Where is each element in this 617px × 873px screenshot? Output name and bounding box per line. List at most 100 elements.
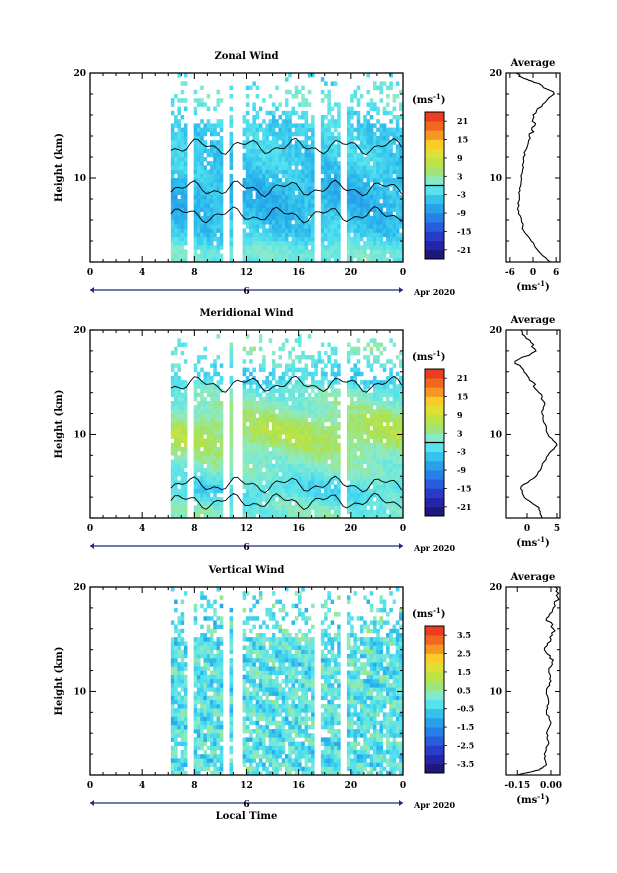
heatmap-cell — [177, 157, 181, 162]
heatmap-cell — [180, 501, 185, 506]
heatmap-cell — [200, 509, 204, 515]
heatmap-cell — [317, 392, 322, 398]
heatmap-cell — [174, 459, 178, 464]
heatmap-cell — [265, 140, 269, 145]
heatmap-cell — [242, 484, 247, 490]
heatmap-cell — [183, 591, 188, 596]
heatmap-cell — [350, 480, 354, 485]
heatmap-cell — [249, 459, 253, 464]
heatmap-cell — [203, 645, 208, 650]
heatmap-cell — [350, 401, 354, 406]
heatmap-cell — [180, 509, 185, 515]
heatmap-cell — [219, 152, 224, 158]
heatmap-cell — [333, 232, 338, 238]
heatmap-cell — [275, 484, 279, 490]
heatmap-cell — [206, 476, 211, 481]
heatmap-cell — [252, 405, 256, 410]
heatmap-cell — [258, 413, 263, 419]
heatmap-cell — [265, 186, 269, 191]
heatmap-cell — [170, 708, 175, 713]
heatmap-cell — [379, 186, 384, 191]
heatmap-cell — [304, 173, 309, 179]
heatmap-cell — [245, 388, 250, 393]
heatmap-cell — [275, 220, 279, 225]
heatmap-cell — [265, 430, 269, 435]
heatmap-cell — [307, 501, 312, 506]
heatmap-cell — [206, 426, 211, 431]
heatmap-cell — [265, 215, 269, 221]
y-ticks — [90, 329, 403, 519]
colorbar-tick-label: -15 — [457, 226, 471, 236]
heatmap-cell — [203, 720, 208, 726]
heatmap-cell — [294, 388, 299, 393]
heatmap-cell — [327, 497, 331, 502]
heatmap-cell — [291, 207, 296, 212]
heatmap-cell — [324, 472, 328, 477]
heatmap-cell — [311, 405, 315, 410]
heatmap-cell — [203, 595, 208, 600]
heatmap-cell — [389, 484, 393, 490]
heatmap-cell — [291, 413, 296, 419]
heatmap-cell — [395, 421, 400, 427]
heatmap-cell — [180, 342, 185, 348]
heatmap-cell — [399, 426, 403, 431]
heatmap-cell — [284, 136, 289, 141]
heatmap-cell — [327, 94, 331, 99]
heatmap-cell — [177, 178, 181, 183]
heatmap-cell — [252, 392, 256, 398]
heatmap-cell — [200, 729, 204, 734]
heatmap-cell — [395, 413, 400, 419]
heatmap-cell — [183, 388, 188, 393]
heatmap-cell — [278, 401, 283, 406]
heatmap-cell — [252, 215, 256, 221]
heatmap-cell — [265, 384, 269, 389]
heatmap-cell — [216, 203, 221, 208]
heatmap-cell — [291, 257, 296, 263]
heatmap-cell — [174, 380, 178, 385]
date-axis-arrow-right — [399, 543, 403, 549]
heatmap-cell — [399, 430, 403, 435]
heatmap-cell — [275, 253, 279, 259]
heatmap-cell — [356, 257, 361, 263]
heatmap-cell — [183, 203, 188, 208]
heatmap-cell — [392, 220, 397, 225]
heatmap-cell — [174, 253, 178, 259]
heatmap-cell — [281, 148, 286, 154]
heatmap-cell — [200, 720, 204, 726]
heatmap-cell — [275, 438, 279, 444]
heatmap-cell — [382, 157, 387, 162]
heatmap-cell — [320, 203, 325, 208]
heatmap-cell — [193, 670, 198, 676]
heatmap-cell — [265, 434, 269, 439]
heatmap-cell — [298, 131, 302, 137]
heatmap-cell — [200, 178, 204, 183]
heatmap-cell — [242, 253, 247, 259]
heatmap-cell — [216, 371, 221, 377]
heatmap-cell — [369, 446, 374, 452]
heatmap-cell — [196, 131, 201, 137]
heatmap-cell — [203, 194, 208, 200]
heatmap-cell — [346, 110, 351, 116]
heatmap-cell — [183, 501, 188, 506]
heatmap-cell — [307, 401, 312, 406]
heatmap-cell — [379, 173, 384, 179]
heatmap-cell — [369, 115, 374, 120]
heatmap-cell — [219, 480, 224, 485]
heatmap-cell — [337, 173, 341, 179]
heatmap-cell — [216, 497, 221, 502]
heatmap-cell — [337, 434, 341, 439]
heatmap-cell — [298, 203, 302, 208]
heatmap-cell — [193, 384, 198, 389]
heatmap-cell — [386, 148, 390, 154]
heatmap-cell — [337, 480, 341, 485]
heatmap-cell — [242, 446, 247, 452]
heatmap-cell — [196, 666, 201, 671]
colorbar-segment — [425, 497, 444, 508]
heatmap-cell — [382, 392, 387, 398]
heatmap-cell — [258, 127, 263, 133]
heatmap-cell — [373, 203, 377, 208]
heatmap-cell — [324, 401, 328, 406]
heatmap-cell — [206, 699, 211, 705]
heatmap-cell — [386, 228, 390, 233]
heatmap-cell — [330, 472, 335, 477]
